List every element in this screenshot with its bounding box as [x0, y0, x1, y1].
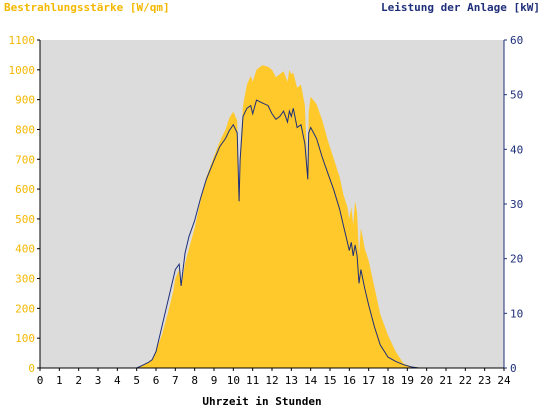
left-tick-label: 900 — [15, 94, 35, 107]
x-tick-label: 10 — [227, 374, 240, 387]
right-axis-title: Leistung der Anlage [kW] — [381, 1, 540, 14]
x-tick-label: 17 — [362, 374, 375, 387]
left-tick-label: 1000 — [9, 64, 36, 77]
left-tick-label: 500 — [15, 213, 35, 226]
x-tick-label: 11 — [246, 374, 259, 387]
left-tick-label: 600 — [15, 183, 35, 196]
left-tick-label: 200 — [15, 302, 35, 315]
right-tick-label: 0 — [510, 362, 517, 375]
x-tick-label: 20 — [420, 374, 433, 387]
right-axis-ticks: 0 10 20 30 40 50 60 — [504, 34, 523, 375]
x-tick-label: 8 — [191, 374, 198, 387]
left-tick-label: 700 — [15, 153, 35, 166]
x-tick-label: 3 — [95, 374, 102, 387]
x-tick-label: 15 — [323, 374, 336, 387]
left-tick-label: 1100 — [9, 34, 36, 47]
x-tick-label: 7 — [172, 374, 179, 387]
right-tick-label: 40 — [510, 143, 523, 156]
left-tick-label: 800 — [15, 123, 35, 136]
x-tick-label: 24 — [497, 374, 511, 387]
x-tick-label: 19 — [401, 374, 414, 387]
left-tick-label: 400 — [15, 243, 35, 256]
x-tick-label: 22 — [459, 374, 472, 387]
x-tick-label: 1 — [56, 374, 63, 387]
left-tick-label: 0 — [28, 362, 35, 375]
x-axis-title: Uhrzeit in Stunden — [202, 395, 321, 408]
x-tick-label: 12 — [265, 374, 278, 387]
x-tick-label: 5 — [133, 374, 140, 387]
x-axis-ticks: 0123456789101112131415161718192021222324 — [37, 368, 511, 387]
x-tick-label: 21 — [439, 374, 452, 387]
x-tick-label: 0 — [37, 374, 44, 387]
right-tick-label: 50 — [510, 89, 523, 102]
left-tick-label: 300 — [15, 273, 35, 286]
right-tick-label: 60 — [510, 34, 523, 47]
x-tick-label: 13 — [285, 374, 298, 387]
x-tick-label: 4 — [114, 374, 121, 387]
right-tick-label: 10 — [510, 307, 523, 320]
x-tick-label: 2 — [75, 374, 82, 387]
x-tick-label: 23 — [478, 374, 491, 387]
x-tick-label: 16 — [343, 374, 356, 387]
left-tick-label: 100 — [15, 332, 35, 345]
x-tick-label: 6 — [153, 374, 160, 387]
x-tick-label: 14 — [304, 374, 318, 387]
right-tick-label: 30 — [510, 198, 523, 211]
x-tick-label: 9 — [211, 374, 218, 387]
x-tick-label: 18 — [381, 374, 394, 387]
left-axis-ticks: 0 100 200 300 400 500 600 700 800 900 1000 1100 — [9, 34, 41, 375]
right-tick-label: 20 — [510, 253, 523, 266]
left-axis-title: Bestrahlungsstärke [W/qm] — [4, 1, 170, 14]
